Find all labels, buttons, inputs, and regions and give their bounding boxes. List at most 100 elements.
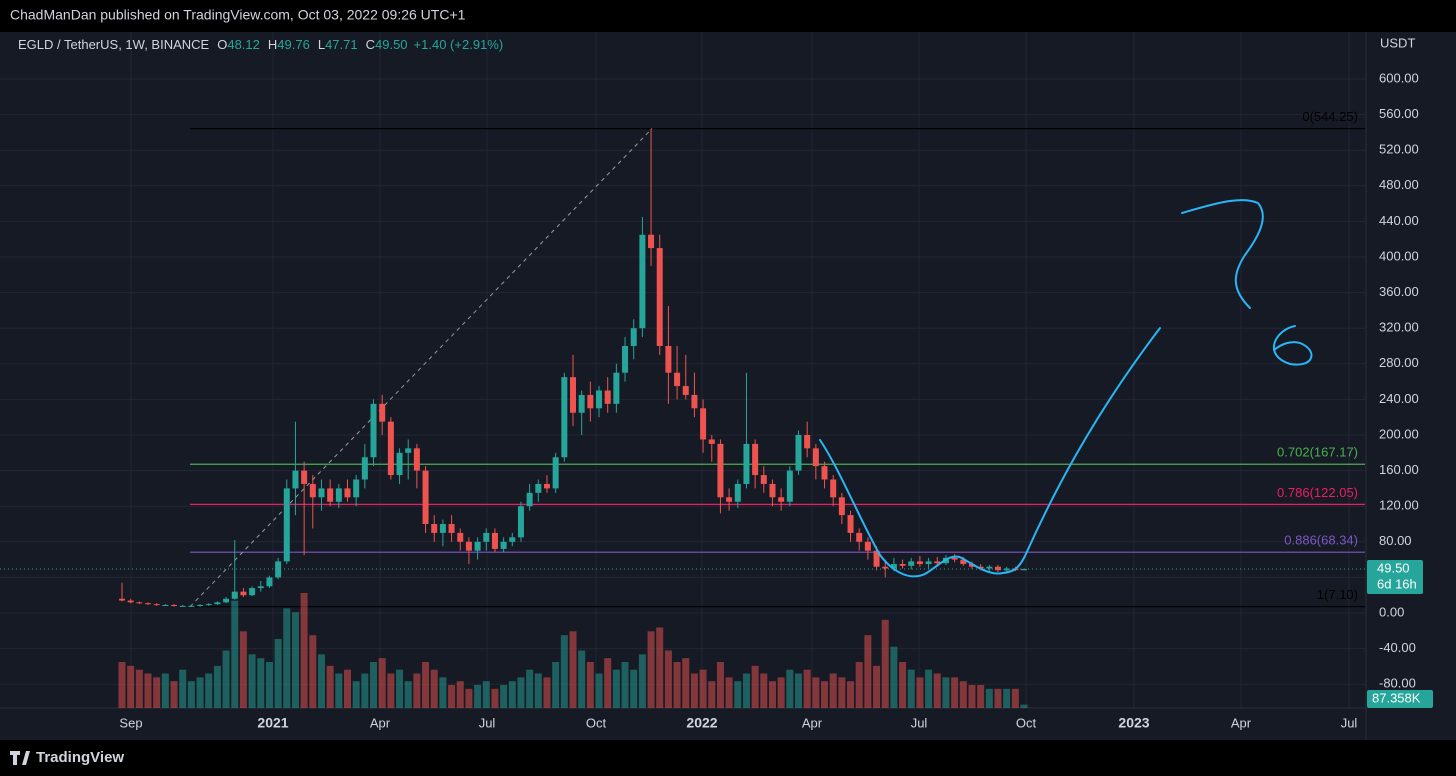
volume-bar: [439, 677, 447, 708]
volume-bar: [517, 677, 525, 708]
volume-bar: [196, 677, 204, 708]
candle-body: [821, 466, 828, 480]
volume-bar: [161, 673, 169, 708]
volume-bar: [291, 612, 299, 708]
candle-body: [786, 470, 793, 502]
volume-bar: [994, 688, 1002, 708]
y-tick-label: 560.00: [1379, 106, 1419, 121]
legend-part: 49.50: [375, 37, 408, 52]
candle-body: [873, 550, 880, 567]
volume-bar: [543, 677, 551, 708]
x-tick-label: Jul: [911, 715, 928, 730]
x-tick-label: 2022: [686, 715, 717, 731]
candle-body: [136, 602, 143, 604]
candle-body: [1021, 568, 1027, 571]
volume-bar: [456, 681, 464, 708]
candle-body: [231, 591, 238, 599]
candle-body: [804, 435, 811, 449]
candle-body: [674, 372, 681, 387]
volume-bar: [673, 662, 681, 708]
volume-bar: [465, 688, 473, 708]
candle-body: [266, 577, 273, 587]
candle-body: [561, 377, 568, 458]
volume-bar: [144, 673, 152, 708]
volume-bar: [873, 665, 881, 708]
volume-bar: [716, 662, 724, 708]
fib-label: 0.702(167.17): [1277, 445, 1358, 460]
legend-part: +1.40 (+2.91%): [414, 37, 504, 52]
volume-bar: [491, 688, 499, 708]
volume-bar: [855, 662, 863, 708]
candle-body: [543, 483, 550, 489]
volume-bar: [803, 669, 811, 708]
candle-body: [951, 557, 958, 560]
volume-bar: [777, 677, 785, 708]
volume-bar: [578, 650, 586, 708]
candle-body: [752, 443, 759, 476]
candle-body: [509, 537, 516, 542]
legend-part: C: [366, 37, 375, 52]
axis-unit: USDT: [1380, 35, 1415, 50]
candle-body: [899, 564, 906, 566]
freehand-swirl: [1272, 325, 1313, 366]
volume-bar: [352, 681, 360, 708]
volume-bar: [560, 635, 568, 708]
volume-bar: [361, 673, 369, 708]
candle-body: [387, 421, 394, 476]
candle-body: [977, 566, 984, 569]
volume-bar: [413, 673, 421, 708]
volume-bar: [795, 673, 802, 708]
volume-bar: [179, 669, 187, 708]
candle-body: [639, 234, 646, 329]
volume-bar: [612, 669, 620, 708]
volume-bar: [899, 662, 907, 708]
x-tick-label: Sep: [119, 715, 142, 730]
fib-label: 1(7.10): [1317, 587, 1358, 602]
y-tick-label: 160.00: [1379, 462, 1419, 477]
volume-bar: [942, 677, 950, 708]
candle-body: [240, 591, 247, 596]
volume-label: 87.358K: [1372, 690, 1421, 705]
volume-bar: [751, 665, 759, 708]
symbol-legend: EGLD / TetherUS, 1W, BINANCE O48.12 H49.76…: [18, 37, 503, 52]
y-tick-label: 280.00: [1379, 355, 1419, 370]
y-tick-label: 200.00: [1379, 426, 1419, 441]
volume-bar: [534, 673, 542, 708]
candle-body: [925, 561, 932, 565]
volume-bar: [881, 619, 889, 708]
x-tick-label: Jul: [1341, 715, 1358, 730]
volume-bar: [569, 631, 577, 708]
volume-bar: [1003, 688, 1011, 708]
candle-body: [708, 439, 715, 444]
volume-bar: [838, 677, 846, 708]
candle-body: [734, 483, 741, 502]
candle-body: [517, 506, 524, 538]
volume-bar: [621, 662, 629, 708]
candle-body: [197, 604, 204, 606]
volume-bar: [370, 662, 378, 708]
candle-body: [327, 488, 334, 502]
x-tick-label: 2023: [1118, 715, 1149, 731]
last-price-tag: [1367, 559, 1423, 594]
x-tick-label: Jul: [479, 715, 496, 730]
candle-body: [916, 561, 923, 565]
volume-bar: [725, 677, 733, 708]
candle-body: [960, 559, 967, 565]
candle-body: [344, 488, 351, 498]
candle-body: [700, 408, 707, 440]
candle-body: [778, 497, 785, 502]
volume-bar: [430, 669, 438, 708]
volume: [118, 593, 1028, 708]
y-tick-label: 240.00: [1379, 391, 1419, 406]
volume-bar: [508, 681, 516, 708]
candle-body: [882, 566, 889, 569]
candle-body: [908, 561, 915, 566]
candle-body: [257, 586, 264, 589]
candle-body: [249, 588, 256, 596]
volume-bar: [630, 669, 638, 708]
candle-body: [682, 386, 689, 395]
volume-bar: [847, 681, 855, 708]
candle-body: [596, 390, 603, 409]
